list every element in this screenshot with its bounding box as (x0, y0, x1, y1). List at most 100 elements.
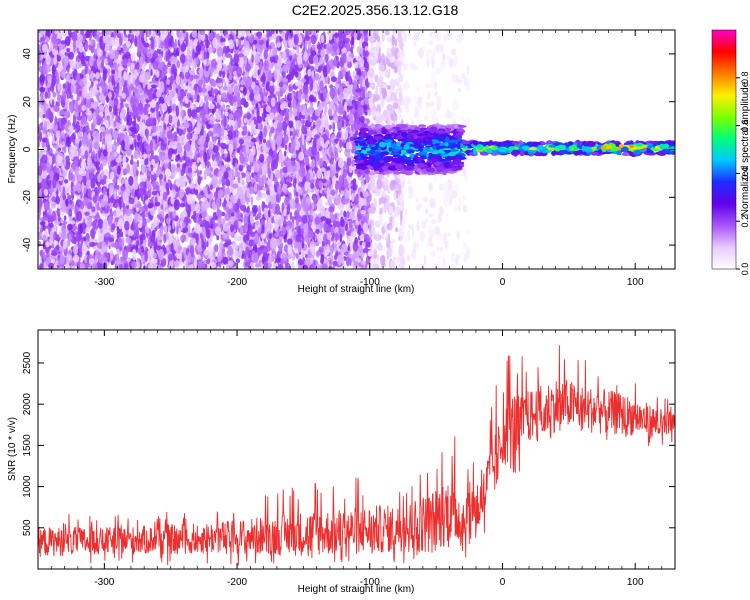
heatmap-cell (326, 258, 330, 263)
heatmap-cell (238, 164, 244, 172)
heatmap-cell (255, 103, 259, 109)
heatmap-cell (297, 258, 303, 266)
heatmap-cell (127, 34, 130, 39)
heatmap-cell (327, 108, 333, 117)
heatmap-cell (255, 263, 261, 268)
heatmap-cell (222, 71, 226, 79)
heatmap-cell (153, 174, 157, 179)
heatmap-cell (359, 115, 365, 123)
heatmap-cell (215, 33, 221, 40)
heatmap-cell (84, 42, 89, 51)
heatmap-cell (307, 39, 312, 50)
heatmap-cell (334, 83, 340, 89)
heatmap-cell (301, 119, 306, 125)
heatmap-cell (114, 231, 118, 240)
heatmap-cell (251, 109, 255, 115)
heatmap-cell (130, 154, 134, 161)
heatmap-cell (318, 65, 322, 74)
heatmap-cell (64, 263, 70, 269)
heatmap-cell (346, 234, 351, 246)
heatmap-cell (159, 195, 164, 200)
heatmap-cell (250, 196, 254, 207)
heatmap-cell (77, 260, 81, 265)
heatmap-cell (219, 142, 225, 148)
heatmap-cell (89, 129, 93, 135)
heatmap-cell (154, 34, 158, 46)
heatmap-cell (98, 254, 105, 264)
heatmap-cell (335, 172, 339, 178)
heatmap-cell (243, 49, 250, 56)
heatmap-cell (206, 258, 211, 265)
heatmap-cell (244, 155, 248, 165)
heatmap-cell (240, 226, 244, 235)
heatmap-cell (294, 71, 299, 78)
heatmap-cell (322, 263, 328, 269)
heatmap-cell (203, 169, 207, 181)
heatmap-cell (169, 99, 173, 108)
heatmap-cell (97, 218, 104, 229)
heatmap-cell (364, 111, 368, 116)
heatmap-cell (316, 251, 320, 257)
heatmap-cell (332, 265, 336, 269)
heatmap-cell (137, 222, 143, 229)
heatmap-cell (278, 30, 283, 33)
heatmap-cell (351, 261, 354, 268)
heatmap-cell (330, 76, 338, 82)
heatmap-cell (262, 139, 267, 144)
heatmap-cell (239, 153, 245, 165)
heatmap-cell (277, 185, 283, 195)
heatmap-cell (305, 253, 308, 259)
heatmap-cell (213, 69, 218, 75)
heatmap-cell (44, 91, 48, 99)
heatmap-cell (148, 263, 153, 269)
heatmap-cell (276, 42, 281, 48)
chart-title: C2E2.2025.356.13.12.G18 (291, 2, 459, 18)
heatmap-cell (359, 234, 363, 241)
heatmap-cell (200, 191, 204, 196)
heatmap-cell (56, 206, 61, 217)
heatmap-cell (166, 175, 170, 181)
heatmap-cell (153, 166, 157, 173)
heatmap-cell (345, 255, 350, 267)
heatmap-cell (219, 101, 225, 106)
heatmap-cell (52, 91, 57, 98)
heatmap-cell (117, 65, 124, 72)
heatmap-cell (270, 30, 275, 35)
heatmap-cell (100, 228, 103, 234)
heatmap-cell (329, 244, 334, 255)
heatmap-cell (294, 129, 297, 137)
heatmap-cell (38, 112, 43, 118)
heatmap-cell (235, 258, 241, 264)
heatmap-cell (347, 245, 351, 252)
heatmap-cell (278, 218, 282, 227)
heatmap-cell (210, 262, 217, 269)
heatmap-cell (281, 51, 287, 60)
heatmap-cell (131, 33, 135, 43)
heatmap-cell (292, 108, 297, 113)
heatmap-cell (70, 94, 74, 100)
heatmap-cell (347, 201, 351, 212)
heatmap-cell (257, 190, 262, 198)
heatmap-cell (220, 92, 228, 101)
heatmap-cell (265, 195, 271, 203)
heatmap-cell (127, 164, 131, 174)
heatmap-cell (124, 103, 129, 108)
heatmap-cell (38, 65, 44, 73)
heatmap-cell (189, 82, 192, 87)
heatmap-cell (53, 144, 60, 149)
heatmap-cell (225, 46, 231, 54)
heatmap-cell (350, 240, 354, 252)
heatmap-cell (291, 160, 296, 167)
heatmap-cell (288, 84, 292, 92)
heatmap-cell (345, 223, 348, 232)
heatmap-cell (179, 252, 183, 265)
heatmap-cell (151, 190, 158, 196)
heatmap-cell (180, 235, 183, 242)
heatmap-cell (295, 120, 302, 129)
spectrogram-heatmap (38, 30, 675, 269)
heatmap-cell (243, 40, 250, 49)
heatmap-cell (206, 212, 210, 224)
heatmap-cell (346, 176, 352, 183)
heatmap-cell (314, 73, 320, 81)
